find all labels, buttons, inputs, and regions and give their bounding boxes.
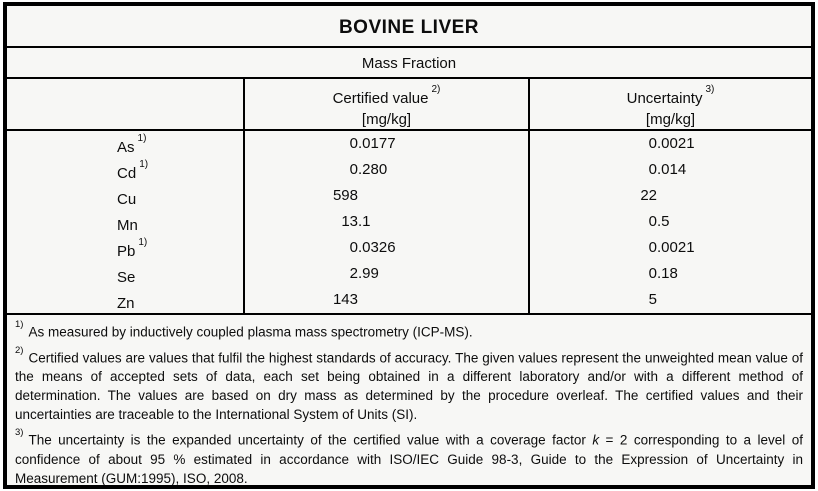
element-footnote-marker: 1) — [137, 133, 147, 144]
certified-value-fraction: .1 — [358, 213, 371, 230]
element-cell: Pb1) — [7, 235, 243, 261]
uncertainty-value-fraction: .0021 — [657, 135, 695, 152]
element-cell: Cd1) — [7, 157, 243, 183]
uncertainty-label: Uncertainty — [626, 90, 703, 107]
table-row: Cd1) 0.280 0.014 — [7, 157, 811, 183]
uncertainty-value-integer: 0 — [648, 265, 657, 282]
footnotes-section: 1) As measured by inductively coupled pla… — [7, 315, 811, 486]
element-cell: Mn — [7, 209, 243, 235]
uncertainty-value-cell: 0.18 — [528, 261, 811, 287]
certified-value-cell: 0.0177 — [243, 131, 528, 157]
certified-value-fraction: .280 — [358, 161, 388, 178]
uncertainty-unit: [mg/kg] — [645, 111, 696, 128]
certified-value-integer: 598 — [332, 187, 358, 204]
footnote-3-text-before-k: The uncertainty is the expanded uncertai… — [28, 432, 593, 448]
data-rows-section: As1) 0.0177 0.0021 Cd1) 0.280 0.014 Cu — [7, 131, 811, 315]
element-symbol: Cu — [117, 191, 137, 208]
certified-value-integer: 0 — [349, 135, 358, 152]
uncertainty-value-fraction: .014 — [657, 161, 687, 178]
certified-value-fraction: .0326 — [358, 239, 396, 256]
table-row: Zn 143 5 — [7, 287, 811, 313]
uncertainty-value-fraction: .18 — [657, 265, 678, 282]
title-row: BOVINE LIVER — [7, 8, 811, 48]
uncertainty-value-cell: 0.5 — [528, 209, 811, 235]
certified-value-label: Certified value — [332, 90, 429, 107]
certified-value-cell: 0.280 — [243, 157, 528, 183]
uncertainty-value-cell: 0.0021 — [528, 235, 811, 261]
footnote-3: 3) The uncertainty is the expanded uncert… — [15, 427, 803, 486]
element-cell: Zn — [7, 287, 243, 313]
footnote-2-text: Certified values are values that fulfil … — [15, 350, 803, 422]
footnote-2-marker: 2) — [15, 344, 24, 356]
uncertainty-value-integer: 0 — [648, 135, 657, 152]
certified-value-integer: 13 — [341, 213, 358, 230]
uncertainty-value-cell: 5 — [528, 287, 811, 313]
page-title: BOVINE LIVER — [338, 17, 480, 38]
certified-value-cell: 143 — [243, 287, 528, 313]
column-header-section: Certified value2) [mg/kg] Uncertainty3) … — [7, 79, 811, 131]
certified-value-column-header: Certified value2) [mg/kg] — [243, 79, 528, 129]
footnote-3-marker: 3) — [15, 427, 24, 438]
uncertainty-value-integer: 0 — [648, 239, 657, 256]
table-row: Cu 598 22 — [7, 183, 811, 209]
uncertainty-value-integer: 5 — [648, 291, 657, 308]
uncertainty-value-integer: 0 — [648, 213, 657, 230]
uncertainty-value-cell: 0.014 — [528, 157, 811, 183]
uncertainty-value-cell: 22 — [528, 183, 811, 209]
uncertainty-value-fraction: .5 — [657, 213, 670, 230]
table-row: Se 2.99 0.18 — [7, 261, 811, 287]
table-row: Pb1) 0.0326 0.0021 — [7, 235, 811, 261]
element-symbol: Mn — [117, 217, 138, 234]
certified-value-cell: 13.1 — [243, 209, 528, 235]
element-symbol: Cd — [117, 165, 137, 182]
certified-value-cell: 0.0326 — [243, 235, 528, 261]
certified-value-cell: 598 — [243, 183, 528, 209]
certified-value-integer: 143 — [332, 291, 358, 308]
uncertainty-value-integer: 22 — [640, 187, 657, 204]
certified-value-unit: [mg/kg] — [361, 111, 412, 128]
element-symbol: Pb — [117, 243, 136, 260]
certified-value-fraction: .99 — [358, 265, 379, 282]
footnote-1-text: As measured by inductively coupled plasm… — [28, 324, 473, 340]
certified-value-integer: 0 — [349, 239, 358, 256]
uncertainty-value-integer: 0 — [648, 161, 657, 178]
element-cell: Cu — [7, 183, 243, 209]
uncertainty-column-header: Uncertainty3) [mg/kg] — [528, 79, 811, 129]
certified-value-cell: 2.99 — [243, 261, 528, 287]
certificate-table-frame: BOVINE LIVER Mass Fraction Certified val… — [3, 2, 815, 489]
subtitle: Mass Fraction — [361, 55, 457, 72]
element-column-header — [7, 79, 243, 129]
element-symbol: Se — [117, 269, 136, 286]
certified-value-integer: 2 — [349, 265, 358, 282]
certified-value-fraction: .0177 — [358, 135, 396, 152]
footnote-1-marker: 1) — [15, 319, 24, 330]
element-symbol: As — [117, 139, 135, 156]
table-row: As1) 0.0177 0.0021 — [7, 131, 811, 157]
footnote-3-k-symbol: k — [592, 432, 600, 448]
table-row: Mn 13.1 0.5 — [7, 209, 811, 235]
footnote-3-text-after-k: = 2 corresponding to a level of confiden… — [15, 432, 803, 486]
element-cell: As1) — [7, 131, 243, 157]
element-symbol: Zn — [117, 295, 135, 312]
certified-value-integer: 0 — [349, 161, 358, 178]
element-footnote-marker: 1) — [138, 237, 148, 248]
footnote-1: 1) As measured by inductively coupled pla… — [15, 319, 803, 342]
uncertainty-value-fraction: .0021 — [657, 239, 695, 256]
element-footnote-marker: 1) — [139, 159, 149, 170]
element-cell: Se — [7, 261, 243, 287]
uncertainty-value-cell: 0.0021 — [528, 131, 811, 157]
subtitle-row: Mass Fraction — [7, 48, 811, 79]
certified-value-footnote-marker: 2) — [431, 84, 441, 95]
uncertainty-footnote-marker: 3) — [705, 84, 715, 95]
footnote-2: 2) Certified values are values that fulfi… — [15, 345, 803, 425]
